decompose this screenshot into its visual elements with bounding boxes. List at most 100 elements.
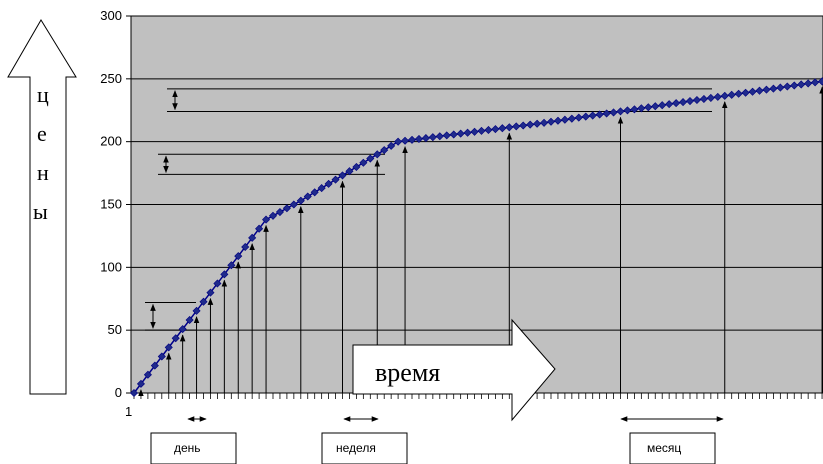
data-point (546, 117, 556, 126)
data-point (540, 118, 549, 127)
data-point (241, 242, 250, 251)
y-axis-ticks: 0 50 100 150 200 250 300 (100, 8, 131, 400)
data-point (623, 106, 632, 115)
data-point (324, 179, 333, 188)
data-point (366, 154, 375, 163)
data-point (129, 388, 139, 398)
data-point (533, 119, 542, 128)
y-label-letter-4: ы (33, 199, 48, 224)
data-point (470, 127, 479, 136)
data-point (665, 100, 674, 109)
data-point (630, 105, 639, 114)
data-point (769, 84, 778, 93)
data-point (526, 120, 535, 129)
data-point (574, 113, 583, 122)
x-tick-label-1: 1 (125, 404, 132, 419)
period-label-week: неделя (336, 441, 376, 455)
y-tick-label: 300 (100, 8, 122, 23)
time-arrow: время (352, 318, 556, 422)
data-point (421, 134, 430, 143)
data-point (338, 171, 347, 180)
data-point (609, 108, 618, 117)
period-label-day: день (174, 441, 201, 455)
data-point (588, 111, 597, 120)
y-label-letter-3: н (37, 160, 49, 185)
data-point (268, 211, 278, 220)
data-point (303, 192, 312, 201)
data-point (164, 343, 173, 352)
y-tick-label: 250 (100, 71, 122, 86)
data-point (637, 104, 646, 113)
y-tick-label: 200 (100, 134, 122, 149)
y-label-letter-1: ц (37, 82, 49, 107)
data-point (331, 175, 340, 184)
grid-lines (131, 78, 823, 331)
price-step-markers (145, 88, 712, 331)
data-point (185, 315, 194, 325)
data-point (797, 80, 806, 89)
data-point (595, 110, 604, 119)
x-axis-title: время (375, 358, 440, 387)
data-point (560, 115, 569, 124)
data-point (463, 128, 472, 137)
data-point (296, 196, 305, 205)
data-point (672, 99, 681, 108)
data-point (373, 150, 382, 159)
prices-arrow: ц е н ы (7, 19, 77, 395)
data-point (748, 87, 757, 96)
data-point (456, 129, 465, 138)
data-point (685, 97, 695, 106)
data-point (755, 86, 764, 95)
data-point (449, 130, 458, 139)
data-point (651, 102, 660, 111)
data-point (414, 134, 423, 143)
y-label-letter-2: е (37, 121, 47, 146)
data-point (171, 334, 180, 343)
data-point (692, 95, 701, 105)
data-point (727, 90, 736, 99)
y-tick-label: 0 (115, 385, 122, 400)
data-point (359, 158, 368, 167)
data-point (428, 133, 437, 142)
data-point (616, 107, 625, 116)
data-point (699, 94, 708, 103)
data-point (762, 85, 771, 94)
period-label-month: месяц (647, 441, 681, 455)
data-point (387, 141, 396, 150)
data-point (227, 261, 236, 270)
data-point (380, 146, 389, 155)
price-series-points (129, 77, 823, 398)
data-point (310, 188, 319, 197)
data-point (206, 288, 215, 297)
data-point (602, 109, 611, 118)
data-point (734, 89, 743, 98)
data-point (255, 224, 264, 233)
data-point (519, 121, 528, 130)
data-point (136, 379, 145, 388)
data-point (484, 125, 493, 135)
data-point (150, 361, 159, 370)
data-point (505, 123, 514, 132)
data-point (776, 83, 785, 92)
data-point (477, 126, 486, 135)
data-point (275, 208, 284, 217)
data-point (317, 184, 326, 193)
data-point (553, 116, 562, 125)
data-point (567, 114, 576, 123)
data-point (498, 124, 507, 133)
data-point (178, 325, 187, 334)
data-point (442, 131, 451, 140)
data-point (435, 132, 444, 141)
data-point (157, 352, 166, 361)
period-day: день (150, 416, 237, 464)
data-point (213, 279, 222, 288)
data-point (811, 78, 820, 87)
data-point (644, 103, 653, 112)
y-tick-label: 50 (108, 322, 122, 337)
data-point (282, 204, 291, 213)
data-point (407, 135, 417, 144)
period-month: месяц (620, 416, 724, 464)
y-tick-label: 150 (100, 197, 122, 212)
y-tick-label: 100 (100, 259, 122, 274)
